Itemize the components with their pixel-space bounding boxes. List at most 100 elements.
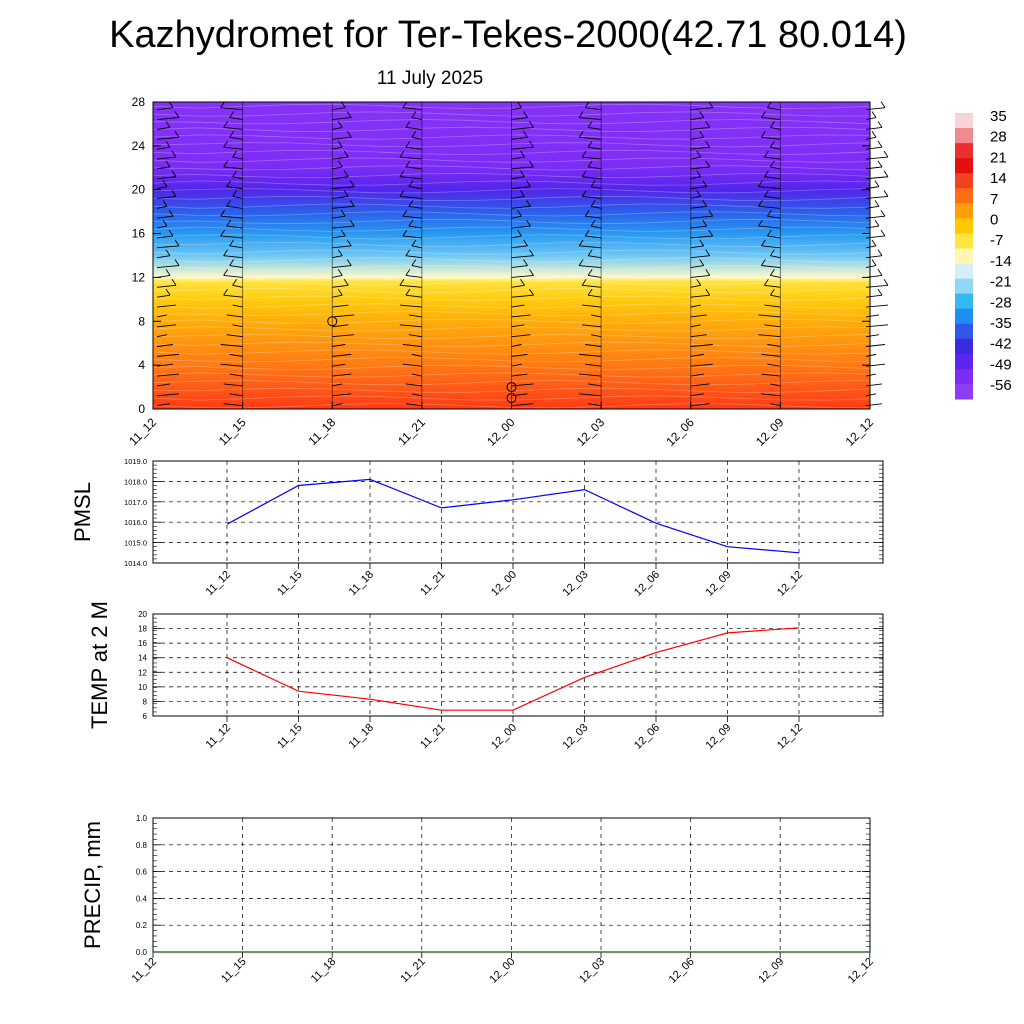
- wind-barb-flag: [699, 131, 705, 138]
- wind-barb-flag: [702, 180, 708, 187]
- wind-barb: [690, 324, 701, 328]
- wind-barb-flag: [399, 150, 405, 158]
- wind-barb: [690, 107, 713, 111]
- wind-barb: [229, 393, 243, 397]
- wind-barb-flag: [162, 180, 168, 187]
- wind-barb: [332, 235, 346, 239]
- x-tick-label: 12_12: [843, 415, 877, 449]
- wind-barb-flag: [402, 209, 408, 217]
- wind-barb-flag: [764, 150, 769, 158]
- wind-barb-flag: [226, 200, 231, 207]
- wind-barb: [579, 117, 602, 120]
- wind-barb-flag: [411, 259, 417, 266]
- x-tick-label: 12_09: [753, 415, 787, 449]
- wind-barb: [690, 353, 704, 357]
- wind-barb: [511, 176, 525, 180]
- wind-barb: [865, 383, 883, 387]
- wind-barb-flag: [232, 279, 237, 286]
- wind-barb: [511, 205, 531, 209]
- y-tick-label: 18: [138, 625, 147, 634]
- wind-barb-flag: [880, 229, 886, 237]
- wind-barb-flag: [411, 111, 417, 118]
- wind-barb: [156, 393, 180, 397]
- wind-barb: [865, 146, 883, 150]
- wind-barb-flag: [168, 101, 174, 108]
- wind-barb: [229, 353, 243, 357]
- wind-barb-flag: [343, 279, 349, 286]
- colorbar-swatch: [955, 323, 973, 340]
- wind-barb: [865, 294, 883, 298]
- x-tick-label: 12_03: [577, 956, 607, 986]
- wind-barb-flag: [883, 170, 889, 177]
- wind-barb-flag: [168, 229, 174, 237]
- wind-barb-flag: [877, 288, 883, 296]
- wind-barb: [156, 334, 168, 338]
- wind-barb: [411, 373, 422, 377]
- wind-barb-flag: [171, 279, 177, 286]
- wind-barb-flag: [758, 180, 763, 187]
- wind-barb: [865, 215, 886, 219]
- wind-barb: [156, 324, 177, 328]
- wind-barb-flag: [708, 209, 714, 217]
- x-tick-label: 12_00: [489, 569, 519, 599]
- wind-barb: [223, 146, 243, 150]
- wind-barb-flag: [220, 101, 225, 108]
- wind-barb-flag: [523, 239, 528, 247]
- wind-barb: [156, 136, 180, 140]
- x-tick-label: 11_15: [219, 956, 249, 986]
- wind-barb: [758, 334, 781, 338]
- wind-barb-flag: [874, 200, 880, 207]
- wind-barb: [511, 363, 522, 367]
- wind-barb: [585, 215, 602, 219]
- colorbar-label: 21: [990, 149, 1007, 166]
- chart-title: Kazhydromet for Ter-Tekes-2000(42.71 80.…: [109, 14, 907, 56]
- wind-barb: [511, 383, 534, 387]
- wind-barb-flag: [696, 150, 702, 158]
- wind-barb: [758, 314, 781, 318]
- wind-barb-flag: [764, 170, 769, 177]
- wind-barb-flag: [578, 111, 584, 118]
- y-tick-label: 1.0: [136, 814, 148, 823]
- wind-barb-flag: [883, 190, 889, 197]
- wind-barb: [405, 274, 422, 278]
- wind-barb: [511, 314, 531, 318]
- wind-barb: [408, 334, 422, 338]
- wind-barb-flag: [520, 150, 525, 158]
- wind-barb-flag: [399, 279, 405, 286]
- pmsl-series-line: [226, 478, 800, 554]
- wind-barb: [770, 146, 781, 150]
- wind-barb-flag: [871, 239, 877, 247]
- x-tick-label: 12_03: [561, 569, 591, 599]
- wind-barb: [232, 284, 243, 288]
- wind-barb: [764, 304, 781, 308]
- wind-barb-flag: [523, 259, 528, 266]
- wind-barb: [690, 393, 704, 397]
- wind-barb-flag: [523, 111, 528, 118]
- wind-barb: [156, 363, 174, 367]
- y-tick-label: 1017.0: [124, 498, 147, 507]
- wind-barb-flag: [761, 111, 766, 118]
- colorbar-label: -42: [990, 336, 1012, 353]
- wind-barb-flag: [174, 259, 180, 266]
- wind-barb-flag: [883, 279, 889, 286]
- wind-barb: [332, 403, 343, 407]
- wind-barb: [865, 205, 880, 209]
- wind-barb: [511, 126, 534, 130]
- wind-barb: [865, 393, 877, 397]
- wind-barb-flag: [708, 229, 714, 237]
- wind-barb: [226, 186, 243, 190]
- wind-barb: [770, 383, 781, 387]
- wind-barb: [511, 304, 525, 308]
- wind-barb: [511, 265, 528, 269]
- colorbar-label: -35: [990, 315, 1012, 332]
- wind-barb: [761, 117, 781, 120]
- colorbar-label: -28: [990, 294, 1012, 311]
- wind-barb: [690, 117, 704, 120]
- wind-barb-flag: [578, 239, 584, 247]
- wind-barb-flag: [405, 249, 411, 256]
- temp2m-series-line: [226, 627, 800, 711]
- wind-barb: [402, 107, 422, 111]
- y-tick-label: 20: [138, 610, 147, 619]
- wind-barb-flag: [517, 101, 522, 108]
- wind-barb: [229, 136, 243, 140]
